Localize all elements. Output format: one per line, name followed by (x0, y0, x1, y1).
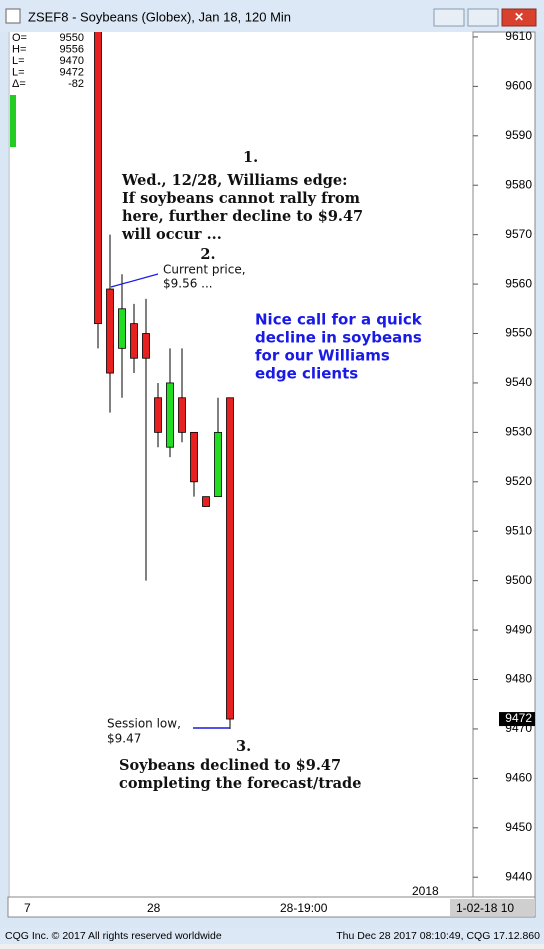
y-tick-label: 9440 (505, 869, 532, 883)
candle-body (214, 431, 222, 498)
candle-body (130, 323, 138, 359)
y-tick-label: 9600 (505, 79, 532, 93)
forecast-line: will occur ... (121, 226, 222, 243)
status-right: Thu Dec 28 2017 08:10:49, CQG 17.12.860 (336, 930, 540, 942)
candle-body (142, 333, 150, 359)
session-low-note: Session low, (107, 717, 181, 731)
info-label: H= (12, 43, 26, 55)
current-price-pointer (110, 273, 159, 288)
left-indicator (10, 95, 16, 147)
forecast-line: If soybeans cannot rally from (122, 190, 361, 207)
candle-body (166, 382, 174, 448)
y-tick-label: 9570 (505, 227, 532, 241)
maximize-button[interactable] (467, 8, 499, 27)
y-tick-label: 9580 (505, 177, 532, 191)
info-value: 9470 (60, 55, 84, 67)
y-tick-label: 9460 (505, 771, 532, 785)
forecast-line: Wed., 12/28, Williams edge: (121, 172, 347, 189)
candle-body (178, 397, 186, 433)
comment-line: for our Williams (255, 347, 390, 365)
current-note: $9.56 ... (163, 277, 213, 291)
x-axis-last-box (450, 899, 535, 916)
forecast-line: here, further decline to $9.47 (122, 208, 363, 225)
comment-line: decline in soybeans (255, 329, 422, 347)
info-label: L= (12, 55, 25, 67)
last-price-badge (499, 712, 535, 727)
candle-body (106, 288, 114, 374)
left-strip (8, 32, 10, 897)
candle-body (94, 32, 102, 325)
current-number: 2. (200, 246, 215, 263)
y-tick-label: 9500 (505, 573, 532, 587)
candle-body (226, 397, 234, 720)
x-axis-label: 28 (147, 901, 161, 915)
year-label: 2018 (412, 884, 439, 898)
y-tick-label: 9590 (505, 128, 532, 142)
y-tick-label: 9560 (505, 276, 532, 290)
comment-line: edge clients (255, 365, 358, 383)
result-line: completing the forecast/trade (119, 775, 361, 792)
x-axis-label: 1-02-18 10 (456, 901, 514, 915)
info-value: 9556 (60, 43, 84, 55)
y-tick-label: 9520 (505, 474, 532, 488)
x-axis-label: 28-19:00 (280, 901, 328, 915)
y-tick-label: 9490 (505, 622, 532, 636)
candle-body (118, 308, 126, 349)
comment-line: Nice call for a quick (255, 311, 423, 329)
session-low-note: $9.47 (107, 732, 141, 746)
y-axis-panel (472, 31, 536, 898)
candle-body (190, 431, 198, 483)
info-value: -82 (68, 78, 84, 90)
y-tick-label: 9480 (505, 672, 532, 686)
last-price-label: 9472 (505, 711, 532, 725)
info-value: 9550 (60, 32, 84, 44)
y-tick-label: 9610 (505, 29, 532, 43)
window-title: ZSEF8 - Soybeans (Globex), Jan 18, 120 M… (28, 9, 291, 24)
window-icon (5, 8, 21, 24)
forecast-number: 1. (243, 149, 258, 166)
y-tick-label: 9530 (505, 425, 532, 439)
result-line: Soybeans declined to $9.47 (119, 757, 341, 774)
info-label: O= (12, 32, 27, 44)
info-value: 9472 (60, 66, 84, 78)
result-number: 3. (236, 738, 251, 755)
candle-body (202, 496, 210, 507)
plot-area (8, 32, 473, 897)
current-note: Current price, (163, 263, 246, 277)
plot-layer (94, 32, 234, 729)
info-label: Δ= (12, 78, 26, 90)
minimize-button[interactable] (433, 8, 465, 27)
y-tick-label: 9510 (505, 523, 532, 537)
x-axis-label: 7 (24, 901, 31, 915)
y-tick-label: 9550 (505, 326, 532, 340)
y-tick-label: 9540 (505, 375, 532, 389)
y-tick-label: 9450 (505, 820, 532, 834)
status-bar (0, 928, 544, 944)
close-button[interactable] (501, 8, 537, 27)
info-label: L= (12, 66, 25, 78)
candle-body (154, 397, 162, 433)
close-icon: ✕ (514, 10, 524, 24)
status-left: CQG Inc. © 2017 All rights reserved worl… (5, 930, 222, 942)
